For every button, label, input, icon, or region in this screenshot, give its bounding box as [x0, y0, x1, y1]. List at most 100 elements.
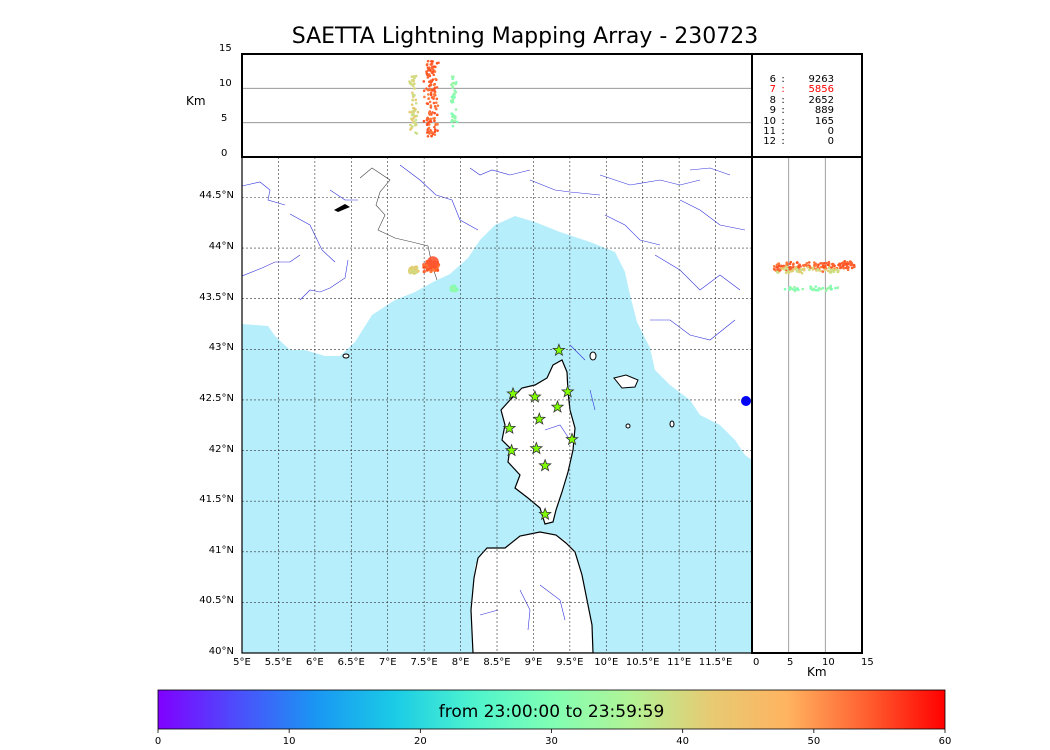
- longitude-tick-label: 11°E: [667, 657, 692, 668]
- lightning-source-point: [776, 268, 779, 272]
- longitude-tick-label: 10.5°E: [625, 657, 660, 668]
- lightning-source-point: [818, 287, 821, 290]
- lightning-source-point: [451, 112, 454, 116]
- station-star-marker: [552, 343, 566, 357]
- lightning-source-point: [794, 287, 798, 291]
- station-count-row: 11:0: [763, 126, 834, 138]
- lightning-source-point: [832, 263, 835, 266]
- lightning-source-point: [801, 267, 805, 271]
- lightning-source-point: [792, 268, 795, 271]
- lightning-source-point: [846, 268, 850, 272]
- lightning-source-point: [455, 80, 458, 84]
- lightning-source-point: [820, 262, 824, 265]
- lightning-source-point: [422, 80, 426, 83]
- longitude-tick-label: 5.5°E: [264, 657, 293, 668]
- longitude-tick-label: 6.5°E: [337, 657, 365, 668]
- top-alt-tick-0: 0: [221, 148, 228, 159]
- lightning-source-point: [428, 132, 431, 135]
- station-star-marker: [532, 412, 547, 425]
- lightning-source-point: [454, 90, 458, 94]
- lightning-source-point: [827, 266, 831, 270]
- lightning-source-point: [433, 119, 436, 123]
- station-count-row: 9:889: [762, 105, 834, 117]
- lightning-source-point: [426, 128, 429, 132]
- corsica-island: [500, 359, 576, 525]
- lightning-source-point: [828, 270, 832, 273]
- lightning-source-point: [811, 266, 814, 270]
- colorbar-ticks: 0 10 20 30 40 50 60: [155, 729, 951, 747]
- lightning-source-point: [847, 262, 850, 266]
- lightning-source-point: [795, 269, 799, 273]
- station-star-marker: [528, 389, 542, 403]
- lightning-source-point: [819, 269, 822, 273]
- lightning-source-point: [452, 286, 456, 291]
- lightning-source-point: [436, 129, 439, 132]
- lightning-source-point: [435, 101, 438, 104]
- station-number: 6: [769, 74, 776, 85]
- lightning-source-point: [848, 260, 852, 263]
- lightning-source-point: [792, 266, 795, 269]
- lightning-source-point: [810, 286, 813, 289]
- station-number: 11: [763, 126, 776, 138]
- lightning-source-point: [831, 268, 834, 272]
- sensor-stations: [502, 343, 579, 521]
- lightning-source-point: [415, 132, 419, 135]
- lightning-source-point: [409, 269, 413, 274]
- lightning-source-point: [850, 266, 854, 270]
- station-count-table: 6:9263 7:5856 8:2652 9:889 10:165 11:0 12:0: [762, 74, 834, 148]
- lightning-source-point: [429, 104, 433, 107]
- lightning-source-point: [433, 125, 436, 129]
- lightning-source-point: [414, 118, 418, 122]
- lightning-source-point: [435, 113, 439, 117]
- lightning-source-point: [452, 115, 455, 119]
- lightning-source-point: [410, 75, 414, 79]
- station-count-row: 12:0: [763, 136, 834, 148]
- lightning-source-point: [849, 263, 853, 267]
- source-count: 5856: [808, 84, 834, 96]
- lightning-source-point: [428, 84, 431, 88]
- latitude-tick-label: 43.5°N: [199, 291, 234, 303]
- lightning-source-point: [425, 123, 429, 127]
- lightning-source-point: [808, 268, 811, 272]
- latitude-tick-label: 40.5°N: [199, 595, 234, 607]
- lightning-source-point: [413, 75, 416, 79]
- lightning-source-point: [786, 267, 789, 271]
- latitude-tick-label: 44°N: [208, 241, 234, 253]
- right-alt-tick-0: 0: [753, 657, 760, 668]
- station-star-marker: [550, 399, 565, 413]
- lightning-source-point: [422, 265, 426, 269]
- station-star-marker: [529, 441, 544, 455]
- lightning-source-point: [775, 265, 778, 269]
- right-panel-altitude-label: Km: [807, 665, 827, 679]
- lightning-source-point: [414, 98, 418, 102]
- latitude-tick-label: 41°N: [208, 544, 234, 556]
- source-count: 889: [814, 105, 834, 117]
- lightning-source-point: [812, 261, 816, 264]
- lightning-source-point: [454, 108, 458, 111]
- lightning-source-point: [422, 89, 426, 92]
- right-altitude-panel: [751, 156, 863, 654]
- lightning-source-point: [841, 262, 845, 266]
- lightning-source-point: [429, 93, 433, 97]
- lightning-source-point: [431, 111, 434, 114]
- lightning-source-point: [426, 256, 439, 269]
- rivers: [242, 164, 746, 631]
- lightning-source-point: [408, 110, 411, 114]
- lightning-source-point: [408, 266, 412, 271]
- lightning-source-point: [414, 101, 418, 105]
- latitude-tick-label: 41.5°N: [199, 494, 234, 506]
- station-number: 9: [769, 105, 776, 117]
- lightning-source-point: [427, 121, 430, 124]
- lightning-source-point: [784, 271, 788, 275]
- station-star-marker: [538, 458, 552, 472]
- lightning-source-point: [429, 79, 433, 83]
- lightning-source-point: [798, 263, 801, 266]
- lightning-source-point: [453, 95, 456, 99]
- lightning-source-point: [410, 103, 414, 106]
- lightning-source-point: [794, 266, 797, 269]
- lightning-source-point: [426, 134, 430, 138]
- right-alt-tick-15: 15: [861, 657, 874, 668]
- station-count-row: 7:5856: [762, 84, 834, 96]
- right-alt-tick-5: 5: [787, 657, 794, 668]
- longitude-tick-label: 8°E: [451, 657, 470, 668]
